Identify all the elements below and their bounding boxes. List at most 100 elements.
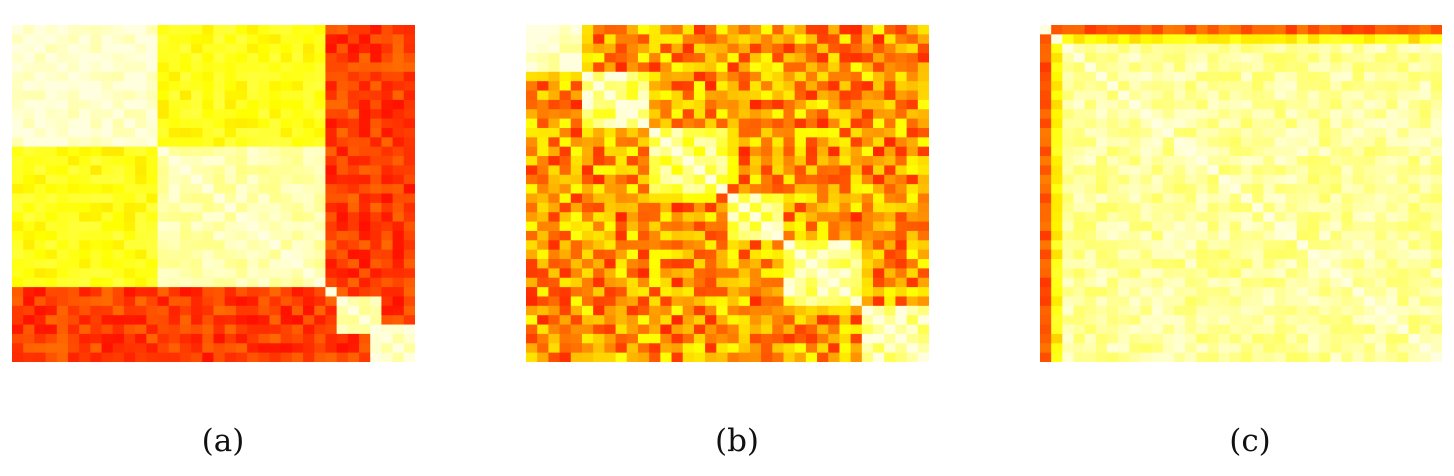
heatmap-cell: [895, 119, 907, 129]
heatmap-cell: [1174, 315, 1186, 325]
heatmap-cell: [649, 91, 661, 101]
heatmap-cell: [604, 147, 616, 157]
heatmap-cell: [1330, 119, 1342, 129]
heatmap-cell: [124, 72, 136, 82]
heatmap-cell: [1129, 334, 1141, 344]
heatmap-cell: [1420, 325, 1432, 335]
heatmap-cell: [325, 44, 337, 54]
heatmap-cell: [537, 109, 549, 119]
heatmap-cell: [169, 25, 181, 35]
heatmap-cell: [381, 278, 393, 288]
heatmap-cell: [12, 343, 24, 353]
heatmap-cell: [169, 175, 181, 185]
heatmap-cell: [1208, 240, 1220, 250]
heatmap-cell: [537, 240, 549, 250]
heatmap-cell: [23, 306, 35, 316]
heatmap-cell: [202, 100, 214, 110]
heatmap-cell: [1185, 222, 1197, 232]
heatmap-cell: [795, 268, 807, 278]
heatmap-cell: [728, 81, 740, 91]
heatmap-cell: [1152, 109, 1164, 119]
heatmap-cell: [548, 203, 560, 213]
heatmap-cell: [1319, 137, 1331, 147]
heatmap-cell: [1308, 296, 1320, 306]
heatmap-cell: [1219, 72, 1231, 82]
heatmap-cell: [616, 203, 628, 213]
heatmap-cell: [102, 53, 114, 63]
heatmap-cell: [393, 100, 405, 110]
heatmap-cell: [34, 156, 46, 166]
heatmap-cell: [1074, 203, 1086, 213]
heatmap-cell: [1252, 334, 1264, 344]
heatmap-cell: [337, 250, 349, 260]
heatmap-cell: [705, 296, 717, 306]
heatmap-cell: [1096, 53, 1108, 63]
heatmap-cell: [705, 353, 717, 362]
heatmap-cell: [348, 44, 360, 54]
heatmap-cell: [303, 343, 315, 353]
heatmap-cell: [370, 137, 382, 147]
heatmap-cell: [258, 203, 270, 213]
heatmap-cell: [806, 100, 818, 110]
heatmap-cell: [1431, 184, 1442, 194]
heatmap-cell: [828, 109, 840, 119]
heatmap-cell: [325, 34, 337, 44]
heatmap-cell: [381, 296, 393, 306]
heatmap-cell: [839, 278, 851, 288]
heatmap-cell: [672, 203, 684, 213]
heatmap-cell: [1230, 334, 1242, 344]
heatmap-cell: [1375, 156, 1387, 166]
heatmap-cell: [381, 156, 393, 166]
heatmap-cell: [1129, 119, 1141, 129]
heatmap-cell: [1208, 194, 1220, 204]
heatmap-cell: [851, 325, 863, 335]
heatmap-cell: [1431, 137, 1442, 147]
heatmap-cell: [895, 343, 907, 353]
heatmap-cell: [884, 353, 896, 362]
heatmap-cell: [895, 240, 907, 250]
heatmap-cell: [783, 353, 795, 362]
heatmap-cell: [1431, 25, 1442, 35]
heatmap-cell: [1286, 353, 1298, 362]
heatmap-cell: [694, 25, 706, 35]
heatmap-cell: [1364, 184, 1376, 194]
heatmap-cell: [560, 175, 572, 185]
heatmap-cell: [728, 231, 740, 241]
heatmap-cell: [337, 100, 349, 110]
heatmap-cell: [337, 212, 349, 222]
heatmap-cell: [1141, 287, 1153, 297]
heatmap-cell: [68, 325, 80, 335]
heatmap-cell: [571, 250, 583, 260]
heatmap-cell: [806, 53, 818, 63]
heatmap-cell: [46, 72, 58, 82]
heatmap-cell: [236, 175, 248, 185]
heatmap-cell: [79, 343, 91, 353]
heatmap-cell: [247, 156, 259, 166]
heatmap-cell: [1286, 137, 1298, 147]
heatmap-cell: [57, 259, 69, 269]
heatmap-cell: [851, 306, 863, 316]
heatmap-cell: [135, 296, 147, 306]
heatmap-cell: [370, 250, 382, 260]
heatmap-cell: [180, 34, 192, 44]
heatmap-cell: [526, 128, 538, 138]
heatmap-cell: [1230, 353, 1242, 362]
heatmap-cell: [660, 194, 672, 204]
heatmap-cell: [1386, 128, 1398, 138]
heatmap-cell: [1420, 53, 1432, 63]
heatmap-cell: [102, 109, 114, 119]
heatmap-cell: [314, 259, 326, 269]
heatmap-cell: [191, 72, 203, 82]
heatmap-cell: [761, 231, 773, 241]
heatmap-cell: [158, 268, 170, 278]
heatmap-cell: [102, 34, 114, 44]
heatmap-cell: [907, 165, 919, 175]
heatmap-cell: [1163, 203, 1175, 213]
heatmap-cell: [1409, 315, 1421, 325]
heatmap-cell: [57, 222, 69, 232]
heatmap-cell: [79, 278, 91, 288]
heatmap-cell: [593, 147, 605, 157]
heatmap-cell: [359, 296, 371, 306]
heatmap-cell: [269, 259, 281, 269]
heatmap-cell: [269, 278, 281, 288]
